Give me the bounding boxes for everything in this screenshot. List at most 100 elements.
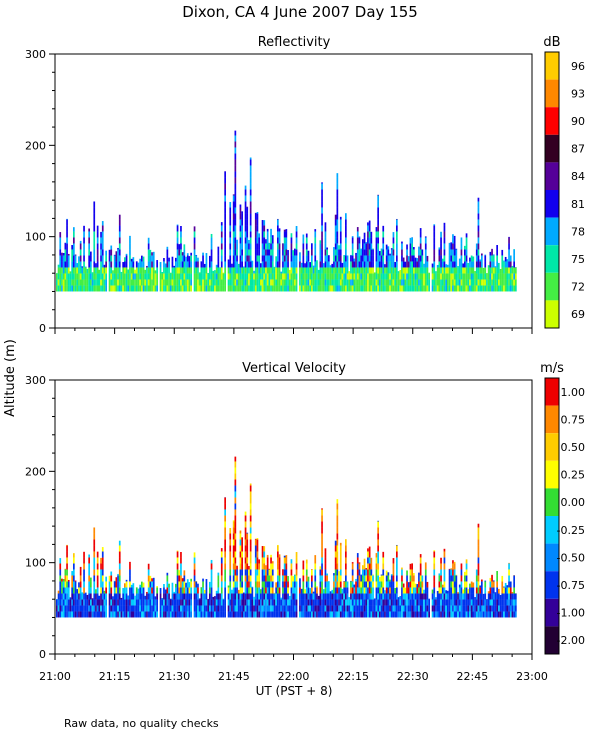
echo-cell <box>396 285 398 292</box>
echo-column <box>384 264 386 292</box>
echo-cell <box>324 225 327 232</box>
echo-cell <box>475 587 478 594</box>
echo-column <box>239 204 242 292</box>
echo-cell <box>491 255 493 262</box>
echo-cell <box>59 587 62 594</box>
echo-cell <box>443 222 446 226</box>
echo-cell <box>62 267 65 274</box>
echo-cell <box>253 270 255 274</box>
echo-cell <box>220 225 223 232</box>
echo-cell <box>66 225 68 232</box>
echo-cell <box>181 261 184 268</box>
echo-cell <box>477 581 480 588</box>
echo-cell <box>484 593 487 600</box>
echo-cell <box>314 555 317 558</box>
echo-column <box>331 263 334 292</box>
echo-cell <box>277 587 279 594</box>
echo-column <box>243 266 245 292</box>
echo-cell <box>74 267 77 274</box>
echo-cell <box>367 261 369 268</box>
echo-column <box>498 262 500 292</box>
echo-cell <box>90 251 92 256</box>
echo-cell <box>93 545 96 552</box>
echo-cell <box>424 279 427 286</box>
echo-cell <box>448 249 451 256</box>
echo-column <box>294 574 296 618</box>
echo-column <box>462 263 464 292</box>
echo-cell <box>416 599 419 606</box>
echo-cell <box>117 249 119 256</box>
echo-column <box>152 577 155 618</box>
echo-cell <box>96 231 99 238</box>
echo-cell <box>424 575 427 582</box>
echo-cell <box>299 581 301 588</box>
echo-cell <box>382 237 385 244</box>
echo-cell <box>197 599 199 606</box>
echo-cell <box>249 249 252 256</box>
echo-column <box>467 589 470 618</box>
echo-cell <box>100 279 102 286</box>
echo-cell <box>499 605 502 612</box>
echo-cell <box>96 581 99 588</box>
echo-cell <box>304 273 306 280</box>
echo-cell <box>193 255 196 262</box>
echo-cell <box>105 611 107 618</box>
echo-cell <box>368 225 371 232</box>
echo-cell <box>93 611 96 618</box>
echo-cell <box>287 576 289 582</box>
echo-cell <box>88 228 90 232</box>
echo-column <box>302 234 305 292</box>
echo-cell <box>358 249 361 256</box>
echo-cell <box>232 575 235 582</box>
echo-cell <box>248 285 250 292</box>
echo-cell <box>263 575 266 582</box>
echo-cell <box>321 273 323 280</box>
echo-cell <box>278 593 281 600</box>
echo-cell <box>271 279 274 286</box>
echo-column <box>198 598 201 618</box>
echo-cell <box>402 583 405 588</box>
echo-cell <box>389 581 391 588</box>
echo-cell <box>392 563 395 570</box>
echo-cell <box>477 201 480 208</box>
echo-cell <box>426 285 429 292</box>
echo-cell <box>465 605 468 612</box>
echo-cell <box>266 575 269 582</box>
echo-column <box>409 563 412 618</box>
echo-column <box>435 597 437 618</box>
echo-cell <box>227 267 230 274</box>
echo-cell <box>355 255 357 262</box>
echo-cell <box>368 546 371 552</box>
echo-cell <box>368 611 371 618</box>
echo-cell <box>474 597 476 600</box>
echo-cell <box>477 213 480 220</box>
echo-cell <box>475 249 478 256</box>
echo-column <box>346 581 349 618</box>
colorbar-swatch <box>545 217 559 246</box>
echo-cell <box>440 575 442 582</box>
echo-cell <box>130 605 133 612</box>
echo-column <box>144 269 147 292</box>
echo-column <box>367 548 369 618</box>
echo-column <box>207 272 209 292</box>
echo-cell <box>458 605 461 612</box>
echo-cell <box>239 593 242 600</box>
echo-cell <box>88 231 90 238</box>
echo-cell <box>78 267 80 274</box>
echo-column <box>268 242 271 292</box>
echo-cell <box>321 243 323 250</box>
echo-cell <box>83 261 85 268</box>
echo-column <box>124 257 126 292</box>
colorbar-swatch <box>545 543 559 572</box>
echo-cell <box>321 575 323 582</box>
echo-cell <box>234 153 237 160</box>
echo-cell <box>73 569 75 576</box>
echo-cell <box>511 273 514 280</box>
echo-cell <box>88 599 90 606</box>
echo-cell <box>275 582 277 588</box>
echo-cell <box>496 571 498 576</box>
echo-cell <box>387 572 390 576</box>
echo-cell <box>156 593 158 600</box>
echo-cell <box>445 611 447 618</box>
echo-cell <box>419 261 422 268</box>
